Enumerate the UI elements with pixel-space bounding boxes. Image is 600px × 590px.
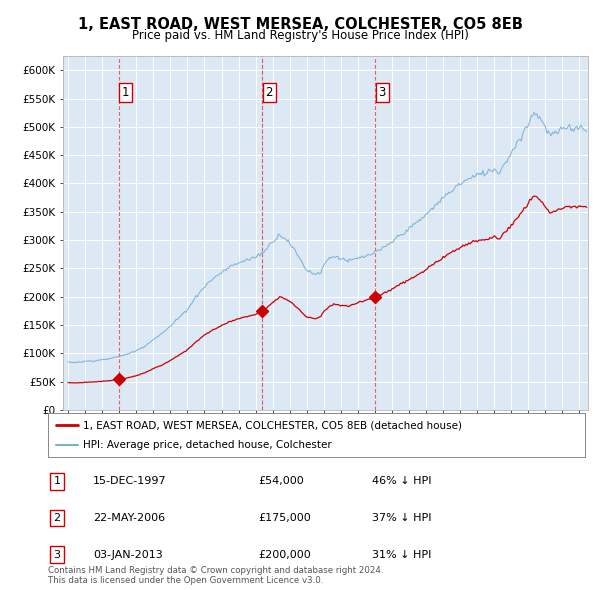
Text: 3: 3 [379, 86, 386, 99]
Text: Price paid vs. HM Land Registry's House Price Index (HPI): Price paid vs. HM Land Registry's House … [131, 30, 469, 42]
Text: 1, EAST ROAD, WEST MERSEA, COLCHESTER, CO5 8EB (detached house): 1, EAST ROAD, WEST MERSEA, COLCHESTER, C… [83, 421, 462, 430]
Text: 1: 1 [53, 477, 61, 486]
Text: £175,000: £175,000 [258, 513, 311, 523]
Text: 37% ↓ HPI: 37% ↓ HPI [372, 513, 431, 523]
Text: 31% ↓ HPI: 31% ↓ HPI [372, 550, 431, 559]
Text: 1, EAST ROAD, WEST MERSEA, COLCHESTER, CO5 8EB: 1, EAST ROAD, WEST MERSEA, COLCHESTER, C… [77, 17, 523, 31]
Text: £200,000: £200,000 [258, 550, 311, 559]
Text: 15-DEC-1997: 15-DEC-1997 [93, 477, 167, 486]
Text: £54,000: £54,000 [258, 477, 304, 486]
Text: HPI: Average price, detached house, Colchester: HPI: Average price, detached house, Colc… [83, 440, 332, 450]
Text: 22-MAY-2006: 22-MAY-2006 [93, 513, 165, 523]
Text: 2: 2 [265, 86, 273, 99]
Text: 03-JAN-2013: 03-JAN-2013 [93, 550, 163, 559]
Text: 3: 3 [53, 550, 61, 559]
Text: 1: 1 [122, 86, 130, 99]
Text: Contains HM Land Registry data © Crown copyright and database right 2024.
This d: Contains HM Land Registry data © Crown c… [48, 566, 383, 585]
Text: 2: 2 [53, 513, 61, 523]
Text: 46% ↓ HPI: 46% ↓ HPI [372, 477, 431, 486]
